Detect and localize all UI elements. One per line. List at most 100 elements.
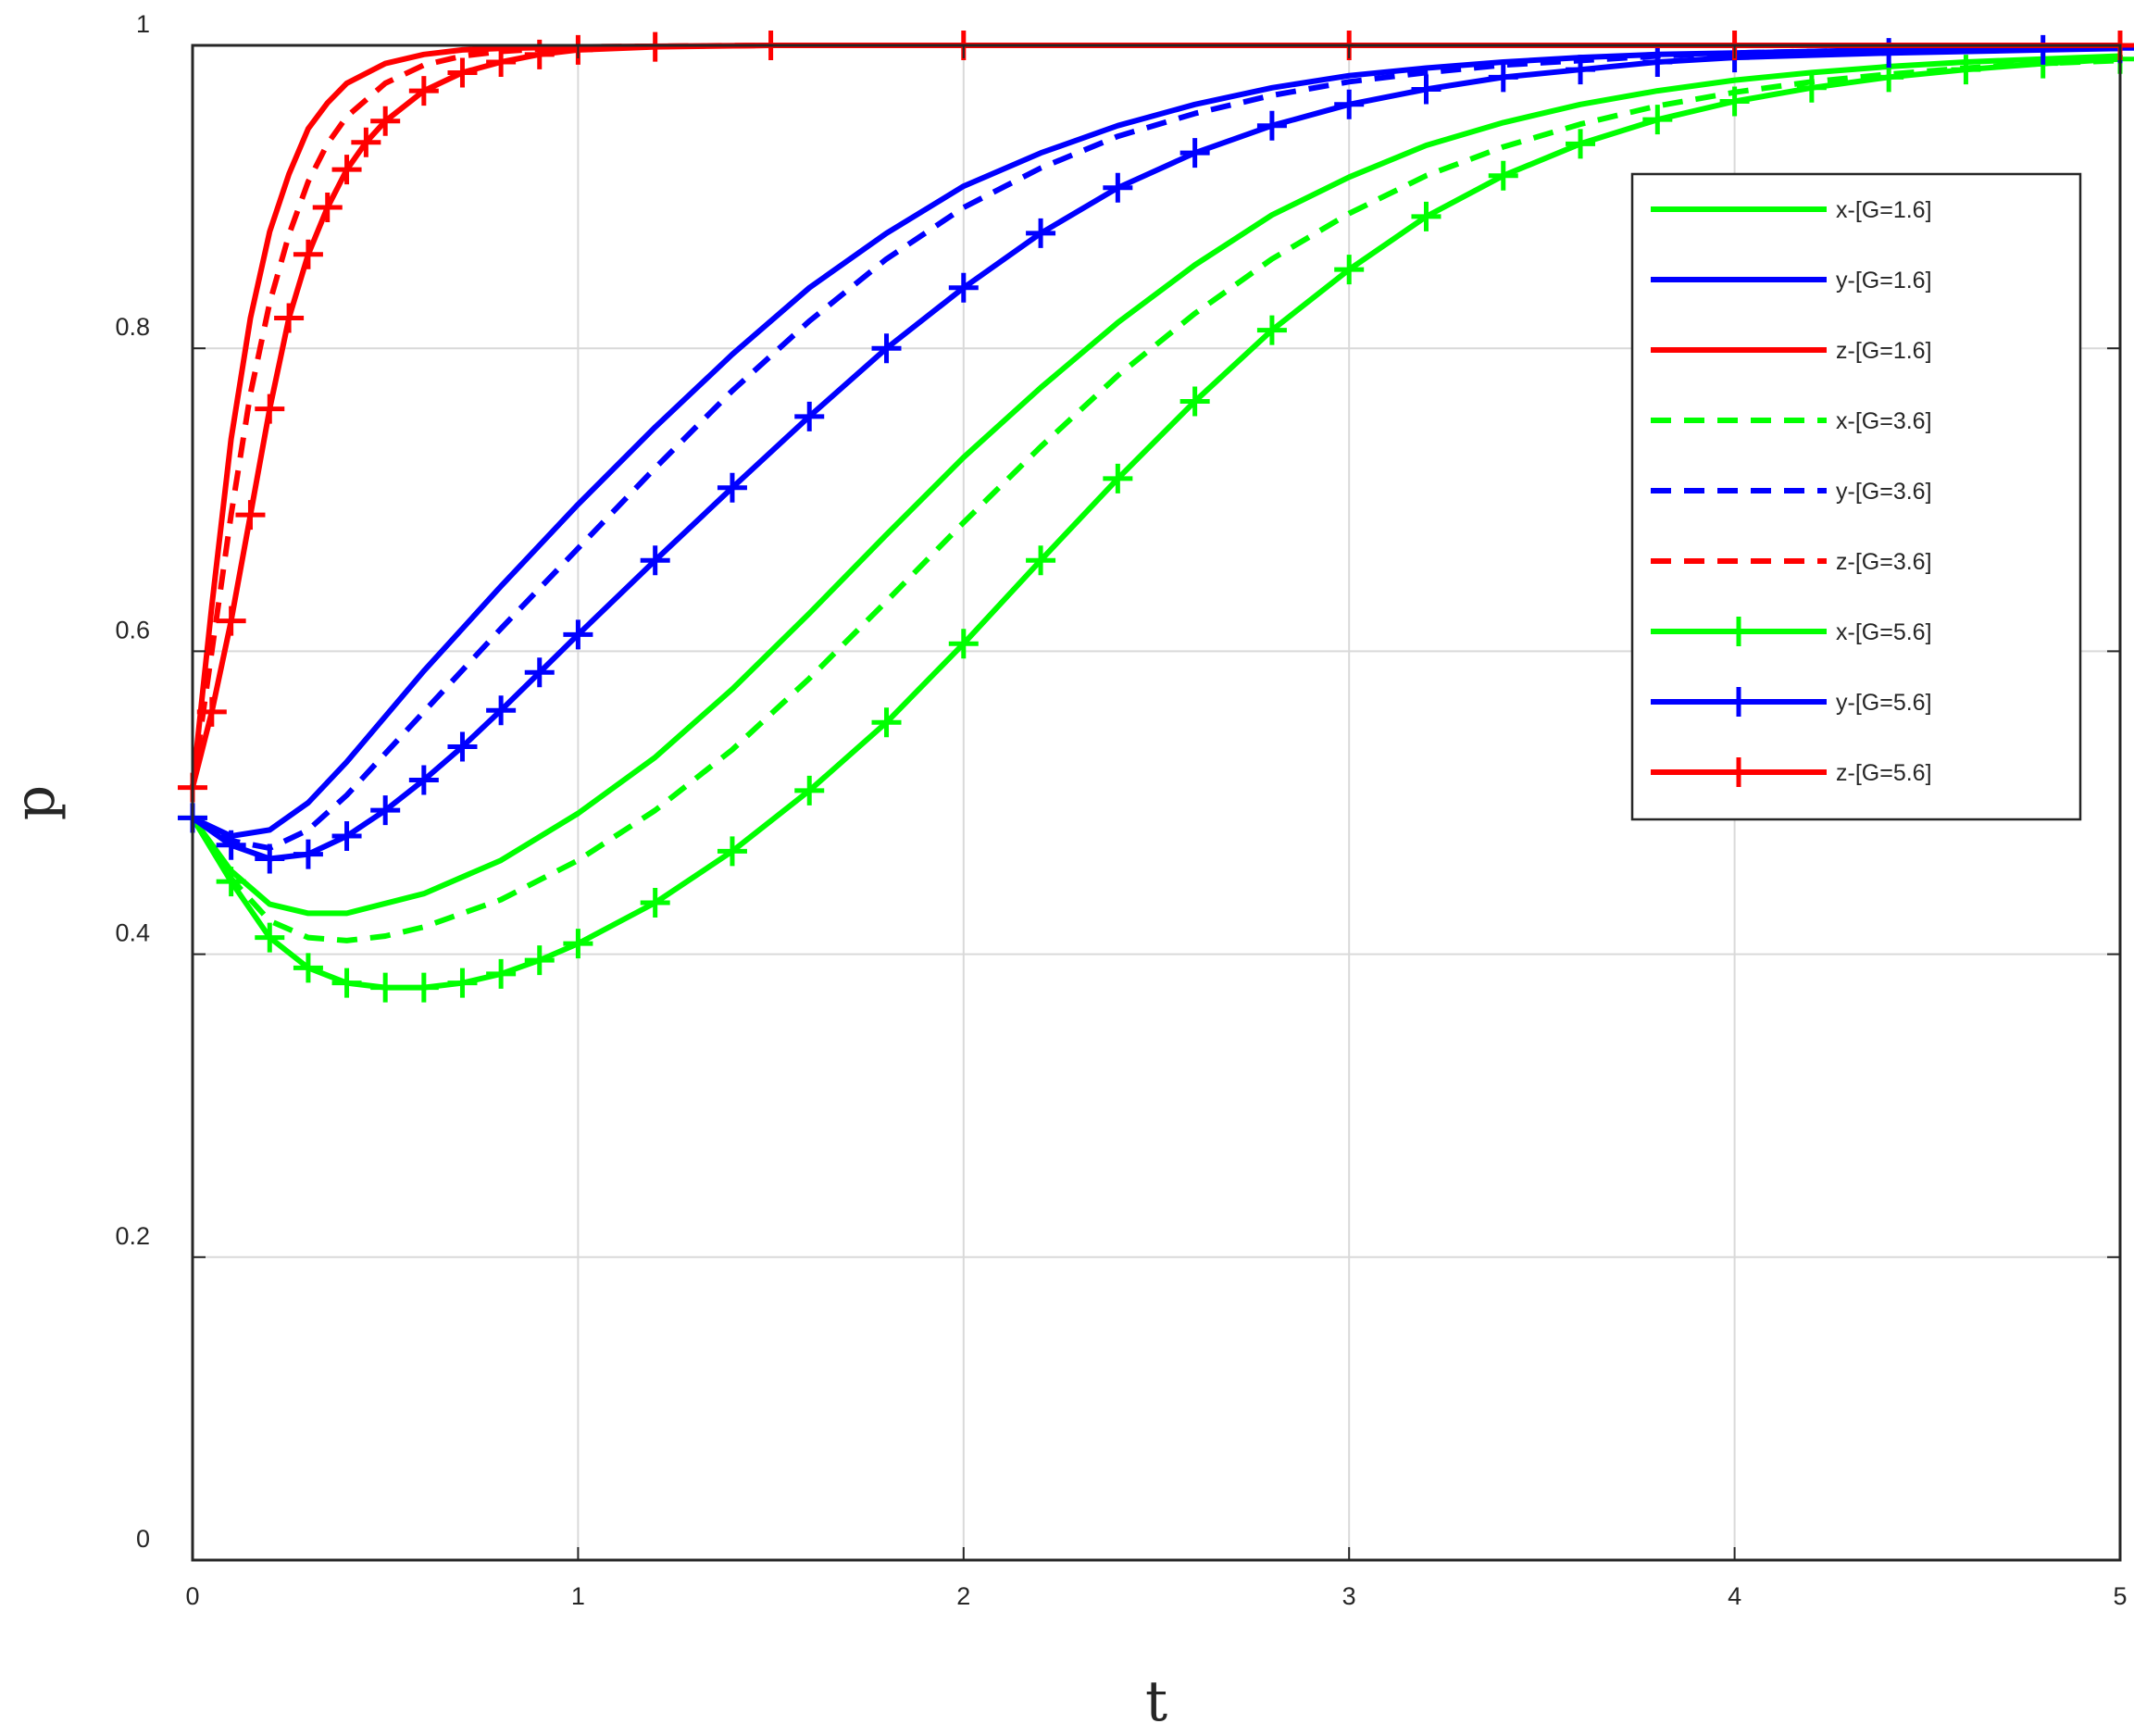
series-line bbox=[190, 57, 2121, 943]
x-tick-label: 2 bbox=[956, 1582, 970, 1610]
legend-marker bbox=[1724, 617, 1753, 646]
data-point-marker bbox=[640, 31, 670, 62]
legend: x-[G=1.6] y-[G=1.6] z-[G=1.6] x-[G=3.6] y-[G… bbox=[1630, 172, 2082, 821]
data-point-marker bbox=[370, 106, 401, 136]
data-point-marker bbox=[447, 731, 478, 762]
data-point-marker bbox=[216, 606, 246, 636]
data-point-marker bbox=[486, 695, 517, 726]
data-point-marker bbox=[293, 239, 323, 269]
data-point-marker bbox=[1411, 201, 1441, 231]
legend-item: x-[G=3.6] bbox=[1651, 408, 1932, 434]
data-point-marker bbox=[1026, 218, 1056, 248]
data-point-marker bbox=[1179, 138, 1210, 169]
x-tick-label: 0 bbox=[185, 1582, 199, 1610]
y-tick-label: 1 bbox=[136, 10, 150, 38]
y-axis-label: p bbox=[3, 785, 68, 820]
data-point-marker bbox=[1566, 129, 1596, 159]
legend-label: x-[G=1.6] bbox=[1836, 197, 1932, 223]
data-point-marker bbox=[196, 696, 227, 727]
data-point-marker bbox=[524, 945, 555, 976]
series-line bbox=[191, 45, 2120, 852]
legend-item: y-[G=3.6] bbox=[1651, 479, 1932, 505]
axis-ticks bbox=[192, 44, 2121, 1561]
legend-item: y-[G=5.6] bbox=[1651, 687, 1932, 717]
data-point-marker bbox=[640, 545, 670, 576]
data-point-marker bbox=[312, 193, 343, 223]
data-point-marker bbox=[794, 775, 825, 806]
series-4 bbox=[190, 57, 2121, 943]
y-tick-label: 0.2 bbox=[115, 1222, 150, 1250]
data-point-marker bbox=[2028, 34, 2058, 65]
data-point-marker bbox=[1642, 46, 1673, 77]
legend-item: z-[G=1.6] bbox=[1651, 338, 1932, 364]
data-point-marker bbox=[486, 958, 517, 989]
data-point-marker bbox=[1103, 172, 1133, 203]
data-point-marker bbox=[1951, 55, 1981, 85]
data-point-marker bbox=[1488, 62, 1518, 93]
data-point-marker bbox=[1566, 55, 1596, 85]
data-point-marker bbox=[1334, 89, 1365, 119]
data-point-marker bbox=[486, 46, 517, 77]
legend-label: x-[G=5.6] bbox=[1836, 619, 1932, 645]
data-point-marker bbox=[1334, 255, 1365, 285]
series-5 bbox=[191, 45, 2120, 852]
data-point-marker bbox=[216, 867, 246, 897]
legend-item: x-[G=1.6] bbox=[1651, 197, 1932, 223]
legend-label: z-[G=1.6] bbox=[1836, 338, 1932, 364]
x-tick-label: 5 bbox=[2113, 1582, 2127, 1610]
data-point-marker bbox=[331, 968, 362, 998]
y-tick-label: 0.4 bbox=[115, 919, 150, 947]
data-point-marker bbox=[948, 272, 979, 303]
data-point-marker bbox=[871, 333, 902, 364]
data-point-marker bbox=[1488, 160, 1518, 191]
data-point-marker bbox=[794, 401, 825, 431]
series-7 bbox=[178, 44, 2134, 1003]
data-point-marker bbox=[408, 972, 439, 1003]
legend-item: x-[G=5.6] bbox=[1651, 617, 1932, 646]
legend-label: y-[G=1.6] bbox=[1836, 268, 1932, 293]
data-point-marker bbox=[563, 929, 593, 959]
series-6 bbox=[190, 43, 2120, 789]
data-point-marker bbox=[293, 953, 323, 983]
legend-marker bbox=[1724, 687, 1753, 717]
legend-label: z-[G=5.6] bbox=[1836, 760, 1932, 786]
data-point-marker bbox=[1256, 315, 1287, 345]
data-point-marker bbox=[871, 707, 902, 738]
data-point-marker bbox=[1642, 105, 1673, 135]
tick-labels: 0 1 2 3 4 5 0 0.2 0.4 0.6 0.8 1 bbox=[115, 10, 2127, 1610]
legend-label: y-[G=3.6] bbox=[1836, 479, 1932, 505]
legend-label: z-[G=3.6] bbox=[1836, 549, 1932, 575]
data-point-marker bbox=[1256, 110, 1287, 141]
data-point-marker bbox=[293, 839, 323, 869]
data-point-marker bbox=[370, 795, 401, 826]
legend-label: x-[G=3.6] bbox=[1836, 408, 1932, 434]
data-point-marker bbox=[948, 629, 979, 659]
data-point-marker bbox=[351, 127, 381, 157]
data-point-marker bbox=[216, 830, 246, 860]
legend-marker bbox=[1724, 757, 1753, 787]
data-point-marker bbox=[255, 843, 285, 874]
x-tick-label: 1 bbox=[571, 1582, 585, 1610]
legend-item: z-[G=5.6] bbox=[1651, 757, 1932, 787]
legend-item: z-[G=3.6] bbox=[1651, 549, 1932, 575]
data-point-marker bbox=[717, 836, 747, 867]
data-point-marker bbox=[1411, 74, 1441, 105]
data-point-marker bbox=[331, 820, 362, 851]
data-point-marker bbox=[524, 657, 555, 688]
x-axis-label: t bbox=[1145, 1669, 1167, 1734]
legend-label: y-[G=5.6] bbox=[1836, 690, 1932, 716]
data-point-marker bbox=[255, 922, 285, 953]
data-point-marker bbox=[370, 972, 401, 1003]
x-tick-label: 4 bbox=[1728, 1582, 1741, 1610]
data-point-marker bbox=[408, 765, 439, 795]
plot-frame bbox=[191, 44, 2122, 1562]
data-point-marker bbox=[1179, 386, 1210, 417]
series-line bbox=[190, 43, 2120, 789]
data-point-marker bbox=[563, 619, 593, 650]
data-point-marker bbox=[1719, 86, 1750, 117]
series-1 bbox=[190, 53, 2123, 917]
y-tick-label: 0.6 bbox=[115, 616, 150, 643]
data-point-marker bbox=[235, 500, 266, 531]
series-line bbox=[190, 53, 2123, 917]
y-tick-label: 0 bbox=[136, 1525, 150, 1553]
